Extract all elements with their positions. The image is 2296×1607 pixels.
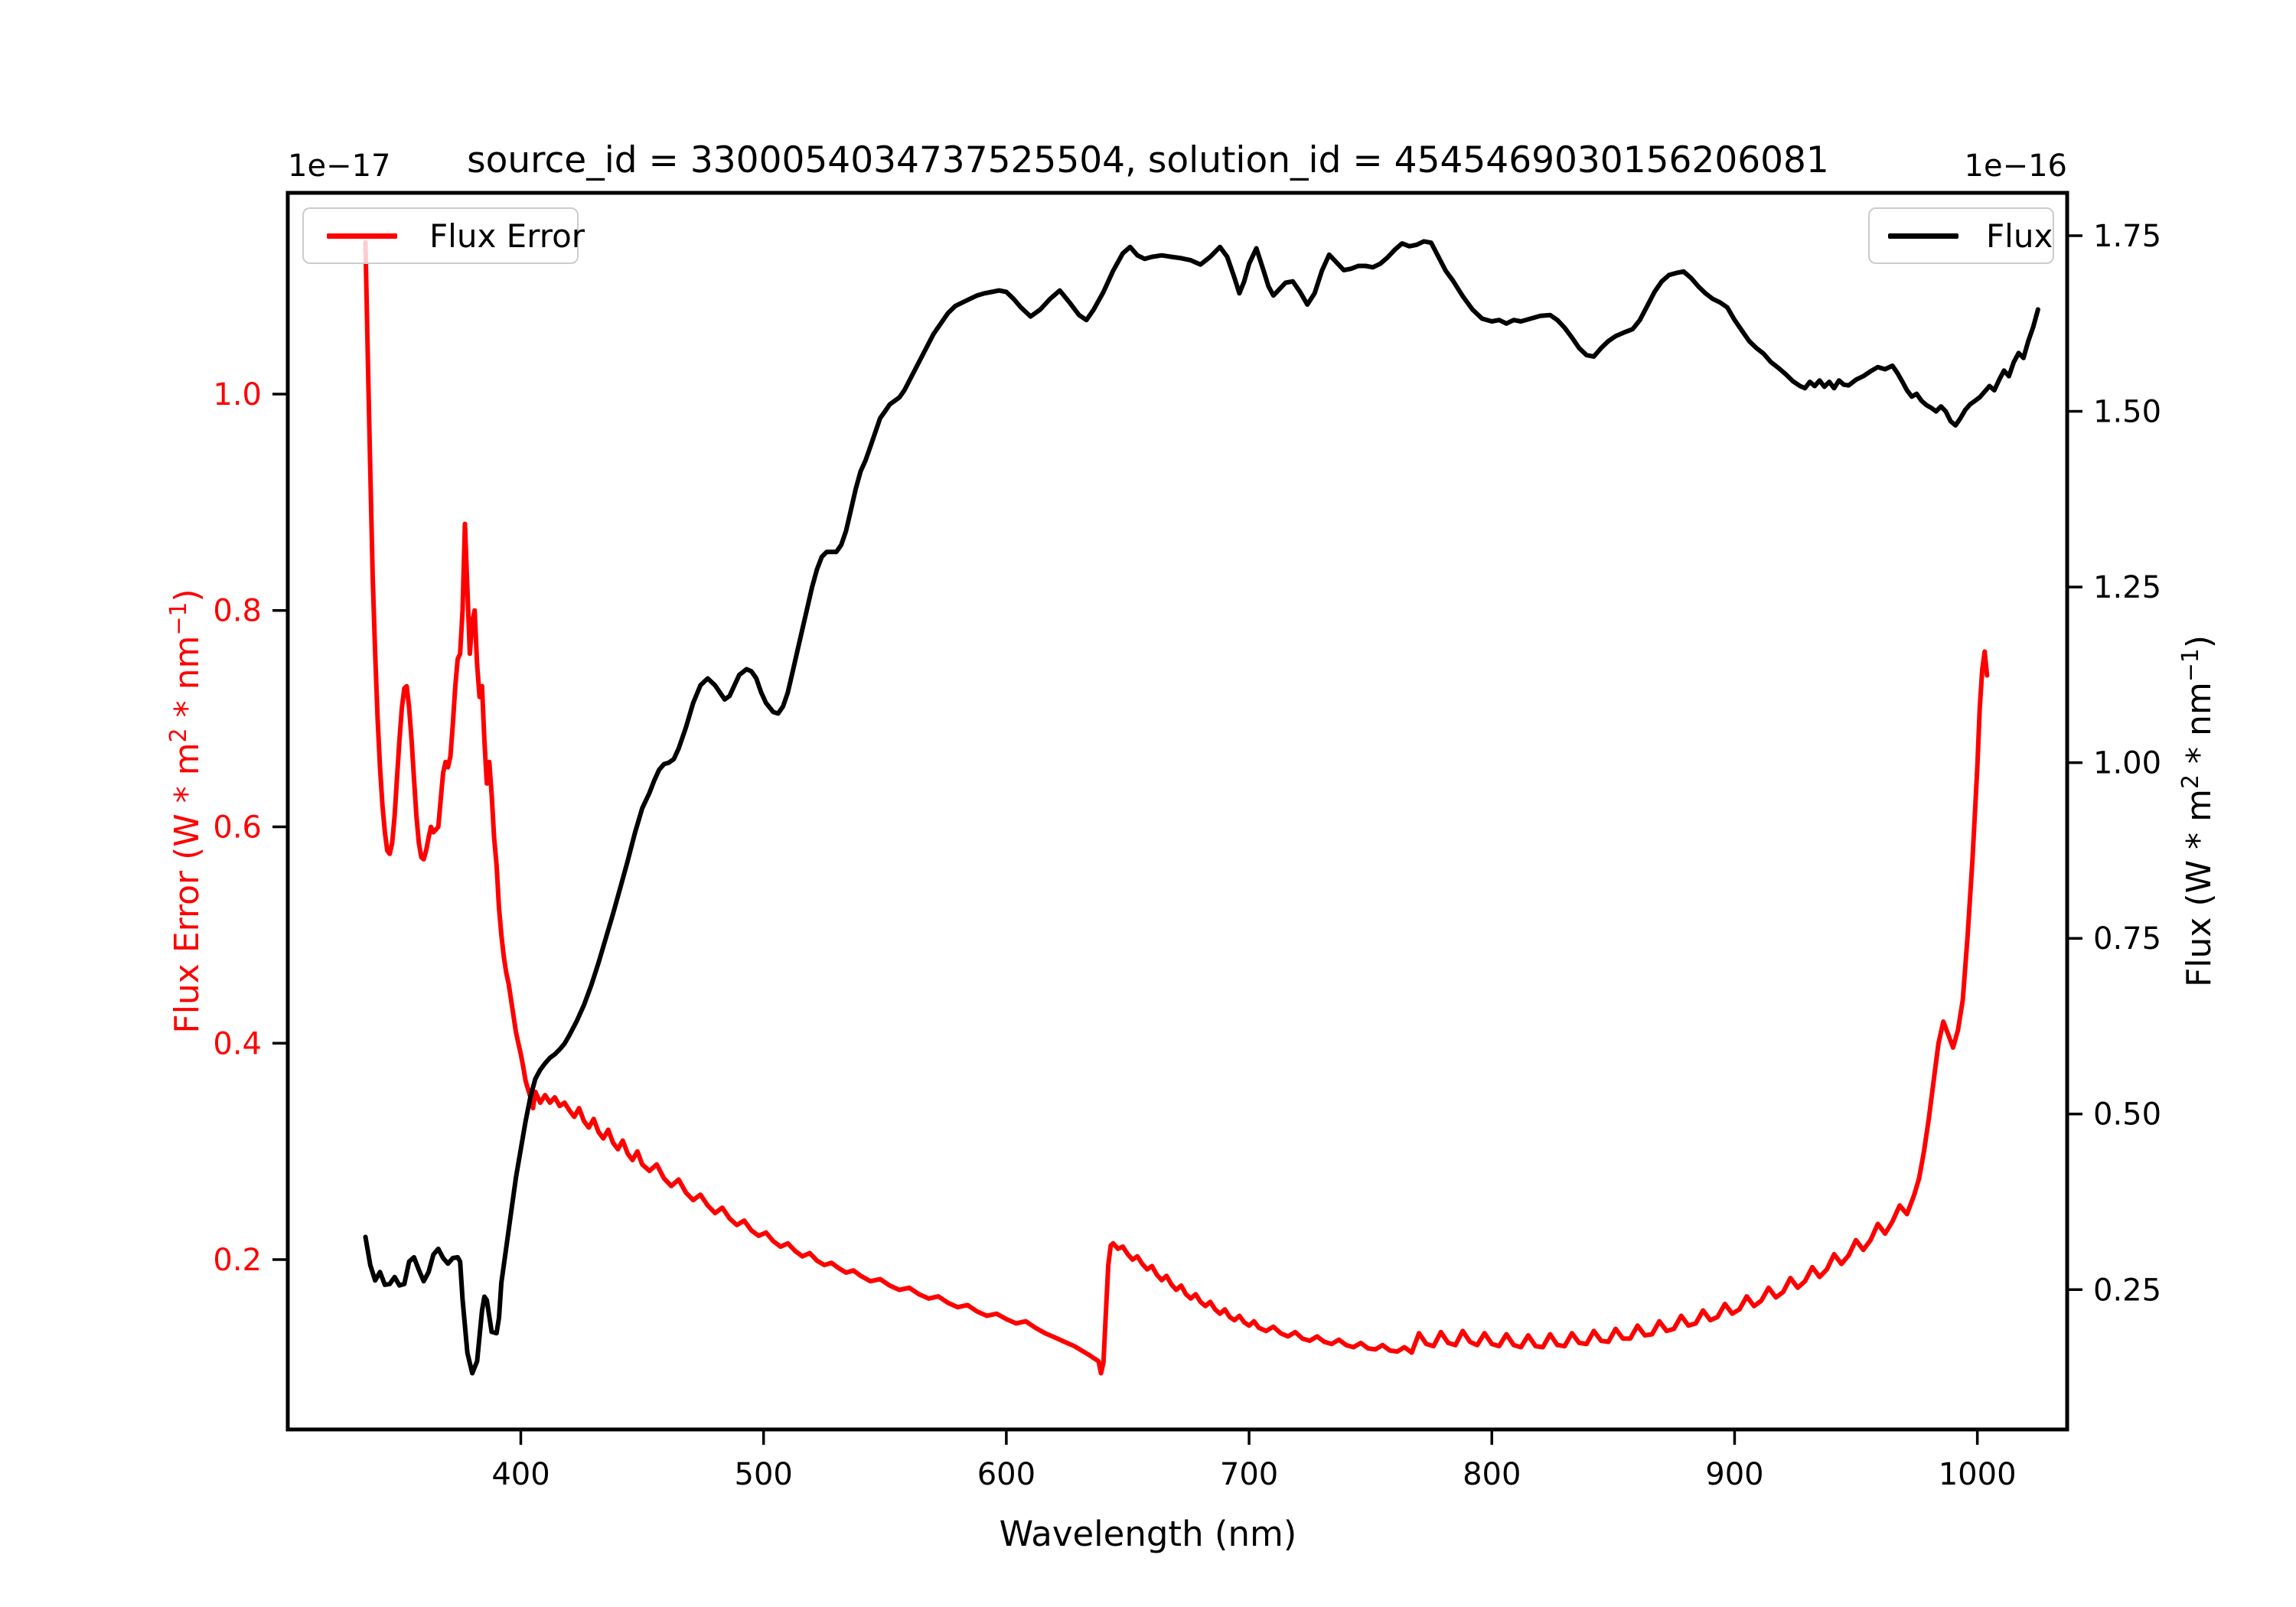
x-tick-label: 400 [491,1457,550,1492]
flux-legend-label: Flux [1986,217,2053,255]
right-y-tick-label: 0.75 [2093,921,2161,957]
right-y-tick-label: 1.25 [2093,570,2161,605]
right-y-tick-label: 1.00 [2093,746,2161,781]
left-y-tick-label: 0.4 [213,1026,262,1061]
flux-line [363,239,2040,1376]
x-axis-label: Wavelength (nm) [999,1514,1297,1554]
legend-flux: Flux [1868,207,2054,264]
flux-error-legend-line [327,233,397,239]
left-y-tick-label: 1.0 [213,377,262,412]
x-tick-label: 800 [1463,1457,1521,1492]
right-axis-label: Flux (W * m2 * nm−1) [2177,635,2219,987]
left-y-tick-label: 0.2 [213,1243,262,1278]
left-y-tick-label: 0.6 [213,810,262,846]
flux-error-legend-label: Flux Error [429,217,585,255]
left-axis-label: Flux Error (W * m2 * nm−1) [165,588,207,1034]
left-axis-offset: 1e−17 [288,148,390,184]
x-tick-label: 700 [1220,1457,1278,1492]
x-tick-label: 1000 [1939,1457,2017,1492]
right-y-tick-label: 1.50 [2093,395,2161,430]
legend-flux-error: Flux Error [302,207,585,264]
x-tick-label: 500 [735,1457,793,1492]
right-y-tick-label: 0.25 [2093,1273,2161,1308]
flux-error-line [363,240,1990,1376]
right-axis-offset: 1e−16 [1965,148,2067,184]
left-y-tick-label: 0.8 [213,594,262,629]
right-y-tick-label: 0.50 [2093,1097,2161,1133]
flux-legend-line [1888,233,1958,239]
axes-spines [285,191,2069,1432]
right-y-tick-label: 1.75 [2093,219,2161,254]
x-tick-label: 600 [977,1457,1035,1492]
x-tick-label: 900 [1705,1457,1763,1492]
chart-title: source_id = 3300054034737525504, solutio… [467,139,1829,181]
